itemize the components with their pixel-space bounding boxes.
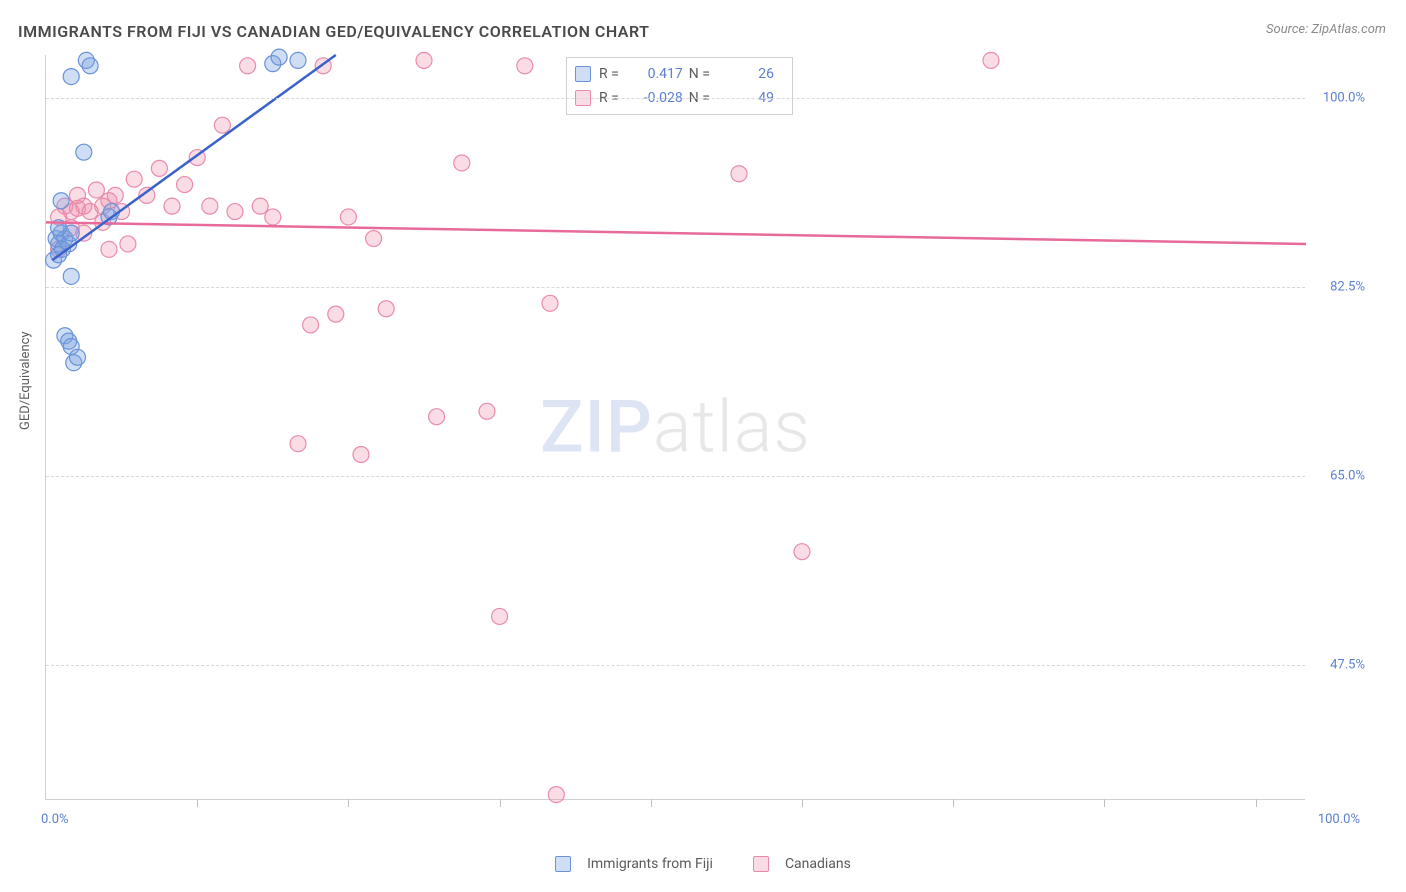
data-point bbox=[353, 446, 369, 462]
x-tick bbox=[1256, 799, 1257, 807]
trend-line bbox=[46, 222, 1306, 244]
data-point bbox=[378, 301, 394, 317]
data-point bbox=[454, 155, 470, 171]
source-attribution: Source: ZipAtlas.com bbox=[1266, 22, 1386, 37]
data-point bbox=[70, 349, 86, 365]
legend-row-fiji: R = 0.417 N = 26 bbox=[575, 62, 780, 86]
data-point bbox=[794, 544, 810, 560]
legend-R-label: R = bbox=[599, 62, 619, 86]
data-point bbox=[214, 117, 230, 133]
data-point bbox=[252, 198, 268, 214]
data-point bbox=[70, 200, 86, 216]
chart-title: IMMIGRANTS FROM FIJI VS CANADIAN GED/EQU… bbox=[18, 22, 650, 41]
gridline bbox=[46, 665, 1305, 666]
data-point bbox=[429, 409, 445, 425]
y-tick-label: 100.0% bbox=[1323, 91, 1365, 106]
legend-N-label: N = bbox=[689, 62, 710, 86]
legend-swatch-fiji-icon bbox=[555, 856, 571, 872]
legend-R-value-fiji: 0.417 bbox=[623, 62, 683, 86]
legend-item-fiji-label: Immigrants from Fiji bbox=[587, 856, 713, 872]
data-point bbox=[328, 306, 344, 322]
data-point bbox=[542, 295, 558, 311]
legend-swatch-fiji bbox=[575, 66, 591, 82]
data-point bbox=[416, 52, 432, 68]
data-point bbox=[492, 608, 508, 624]
legend-item-fiji: Immigrants from Fiji bbox=[555, 856, 713, 872]
y-axis-label: GED/Equivalency bbox=[18, 331, 33, 430]
data-point bbox=[340, 209, 356, 225]
data-point bbox=[271, 49, 287, 65]
data-point bbox=[290, 52, 306, 68]
gridline bbox=[46, 287, 1305, 288]
x-axis-end-label: 100.0% bbox=[1318, 812, 1360, 827]
y-tick-label: 47.5% bbox=[1330, 658, 1365, 673]
x-tick bbox=[500, 799, 501, 807]
gridline bbox=[46, 476, 1305, 477]
legend-item-canadians-label: Canadians bbox=[785, 856, 851, 872]
data-point bbox=[164, 198, 180, 214]
data-point bbox=[479, 403, 495, 419]
data-point bbox=[983, 52, 999, 68]
plot-area: ZIPatlas R = 0.417 N = 26 R = -0.028 N =… bbox=[45, 55, 1305, 800]
data-point bbox=[517, 58, 533, 74]
data-point bbox=[76, 144, 92, 160]
legend-item-canadians: Canadians bbox=[753, 856, 851, 872]
x-tick bbox=[1104, 799, 1105, 807]
data-point bbox=[290, 436, 306, 452]
data-point bbox=[177, 177, 193, 193]
x-tick bbox=[953, 799, 954, 807]
x-tick bbox=[197, 799, 198, 807]
gridline bbox=[46, 98, 1305, 99]
data-point bbox=[151, 160, 167, 176]
data-point bbox=[227, 204, 243, 220]
correlation-legend: R = 0.417 N = 26 R = -0.028 N = 49 bbox=[566, 57, 793, 115]
data-point bbox=[303, 317, 319, 333]
data-point bbox=[82, 58, 98, 74]
data-point bbox=[240, 58, 256, 74]
x-axis-origin-label: 0.0% bbox=[41, 812, 69, 827]
data-point bbox=[366, 231, 382, 247]
series-legend: Immigrants from Fiji Canadians bbox=[0, 856, 1406, 872]
data-point bbox=[88, 182, 104, 198]
data-point bbox=[63, 69, 79, 85]
data-point bbox=[265, 209, 281, 225]
x-tick bbox=[651, 799, 652, 807]
data-point bbox=[63, 225, 79, 241]
data-point bbox=[731, 166, 747, 182]
legend-N-value-fiji: 26 bbox=[714, 62, 774, 86]
y-tick-label: 65.0% bbox=[1330, 469, 1365, 484]
data-point bbox=[63, 268, 79, 284]
data-point bbox=[120, 236, 136, 252]
data-point bbox=[107, 187, 123, 203]
trend-line bbox=[52, 55, 336, 260]
legend-swatch-canadians-icon bbox=[753, 856, 769, 872]
data-point bbox=[202, 198, 218, 214]
data-point bbox=[101, 241, 117, 257]
data-point bbox=[126, 171, 142, 187]
x-tick bbox=[348, 799, 349, 807]
data-point bbox=[548, 787, 564, 803]
data-point bbox=[53, 193, 69, 209]
chart-svg bbox=[46, 55, 1305, 799]
x-tick bbox=[802, 799, 803, 807]
y-tick-label: 82.5% bbox=[1330, 280, 1365, 295]
